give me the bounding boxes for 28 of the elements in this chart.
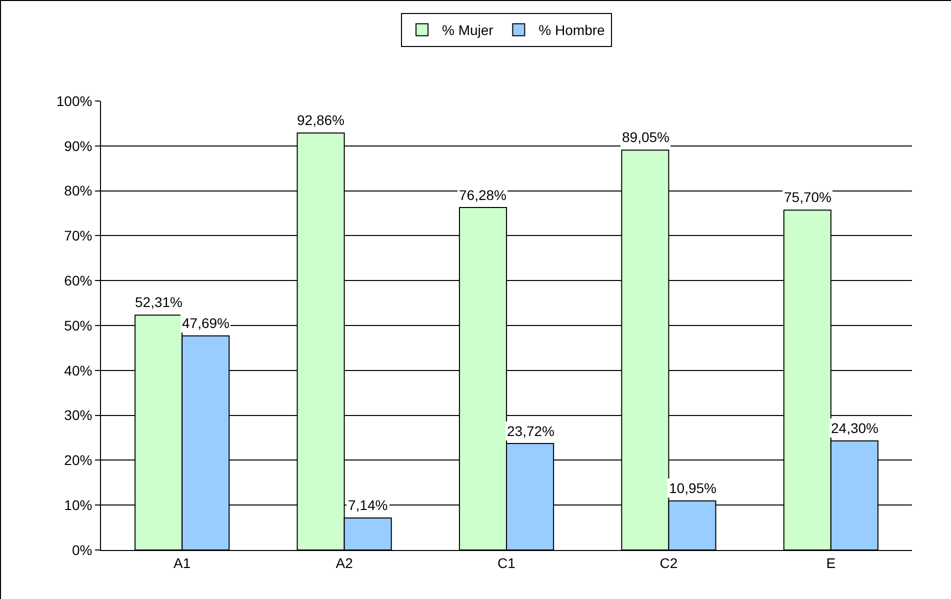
legend-label: % Hombre: [538, 22, 606, 38]
data-label: 52,31%: [135, 294, 182, 310]
y-tick-label: 80%: [64, 182, 92, 199]
data-label: 23,72%: [507, 423, 554, 439]
legend-label: % Mujer: [442, 22, 494, 38]
y-tick-label: 0%: [72, 542, 92, 558]
data-label: 75,70%: [784, 189, 832, 205]
data-label: 89,05%: [622, 129, 670, 145]
data-label: 24,30%: [831, 420, 878, 436]
x-tick-label: C1: [498, 554, 516, 571]
y-tick-label: 40%: [64, 362, 92, 378]
data-label: 92,86%: [297, 112, 344, 128]
x-tick-label: C2: [660, 554, 678, 571]
y-tick-label: 100%: [56, 92, 92, 109]
y-tick-label: 10%: [64, 497, 92, 513]
y-tick-label: 20%: [64, 452, 92, 468]
x-tick-label: E: [826, 554, 836, 571]
x-tick-label: A1: [174, 554, 191, 571]
y-tick-label: 50%: [64, 317, 92, 334]
x-tick-label: A2: [336, 554, 354, 571]
y-tick-label: 30%: [64, 407, 92, 424]
y-tick-label: 60%: [64, 272, 92, 288]
data-label: 76,28%: [459, 187, 506, 203]
y-tick-label: 70%: [64, 228, 92, 244]
data-label: 47,69%: [182, 315, 230, 331]
y-tick-label: 90%: [64, 138, 92, 154]
data-label: 7,14%: [348, 497, 388, 513]
data-label: 10,95%: [669, 480, 716, 496]
